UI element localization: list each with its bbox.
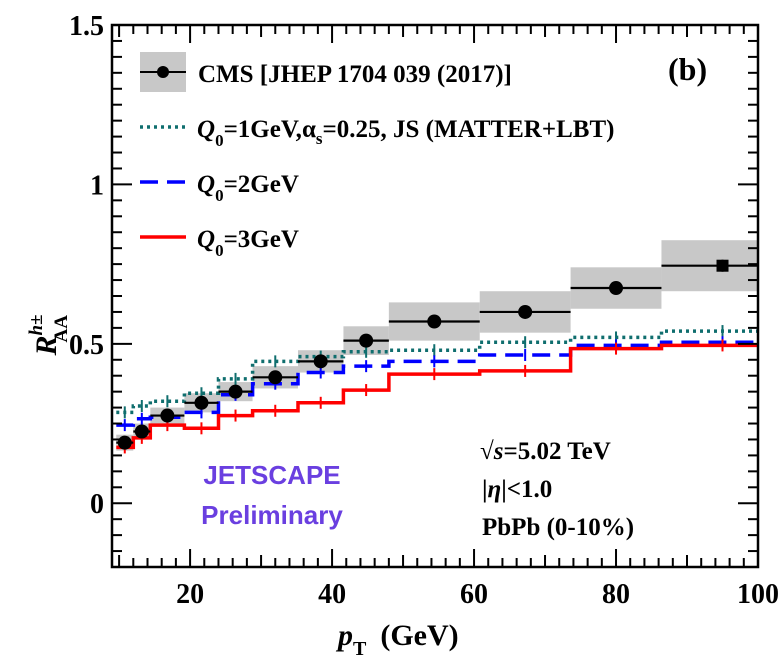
cms-point: [228, 384, 243, 399]
tick-labels: 20 40 60 80 100 0 0.5 1 1.5: [69, 11, 779, 610]
y-axis-title: Rh± AA: [26, 314, 72, 356]
legend-q3-label: Q0=3GeV: [197, 226, 299, 260]
axes: [110, 23, 760, 569]
cms-point: [518, 304, 533, 319]
cms-point: [609, 281, 624, 296]
cms-point: [117, 435, 132, 450]
x-tick-label: 100: [737, 579, 779, 610]
jetscape-tag: JETSCAPE Preliminary: [201, 460, 343, 530]
cms-point: [716, 259, 729, 272]
legend-entry-q0-2gev: Q0=2GeV: [140, 171, 299, 205]
y-tick-label: 1.5: [69, 11, 104, 42]
cms-point: [268, 370, 283, 385]
model-curve-1: [116, 340, 758, 427]
jetscape-label: JETSCAPE: [203, 460, 340, 490]
energy-label: √s=5.02 TeV: [480, 438, 611, 465]
x-tick-label: 40: [318, 579, 346, 610]
legend-q2-label: Q0=2GeV: [197, 171, 299, 205]
y-tick-label: 0.5: [69, 330, 104, 361]
legend: CMS [JHEP 1704 039 (2017)] Q0=1GeV,αs=0.…: [140, 52, 614, 260]
legend-q1-label: Q0=1GeV,αs=0.25, JS (MATTER+LBT): [197, 116, 614, 150]
y-tick-label: 1: [90, 170, 104, 201]
legend-entry-q0-1gev: Q0=1GeV,αs=0.25, JS (MATTER+LBT): [140, 116, 614, 150]
x-axis-title: pT (GeV): [335, 619, 459, 660]
panel-label: (b): [668, 51, 707, 87]
cms-point: [427, 314, 442, 329]
cms-point: [134, 424, 149, 439]
system-annotation: √s=5.02 TeV |η|<1.0 PbPb (0-10%): [480, 438, 634, 541]
cms-point: [359, 333, 374, 348]
x-tick-label: 80: [602, 579, 630, 610]
legend-cms-label: CMS [JHEP 1704 039 (2017)]: [198, 61, 512, 88]
cms-point: [160, 408, 175, 423]
model-curves: [116, 325, 758, 454]
cms-point: [194, 395, 209, 410]
model-curve-0: [116, 329, 758, 415]
system-label: PbPb (0-10%): [482, 514, 634, 541]
legend-entry-cms: CMS [JHEP 1704 039 (2017)]: [140, 52, 512, 92]
legend-cms-marker: [157, 66, 169, 78]
svg-text:Rh±AA: Rh± AA: [26, 314, 72, 356]
y-tick-label: 0: [90, 489, 104, 520]
cms-point: [313, 354, 328, 369]
cms-data-points: [116, 259, 758, 450]
x-tick-label: 20: [176, 579, 204, 610]
model-curve-2: [116, 343, 758, 450]
x-tick-label: 60: [460, 579, 488, 610]
legend-entry-q0-3gev: Q0=3GeV: [140, 226, 299, 260]
preliminary-label: Preliminary: [201, 500, 343, 530]
eta-label: |η|<1.0: [482, 476, 552, 503]
